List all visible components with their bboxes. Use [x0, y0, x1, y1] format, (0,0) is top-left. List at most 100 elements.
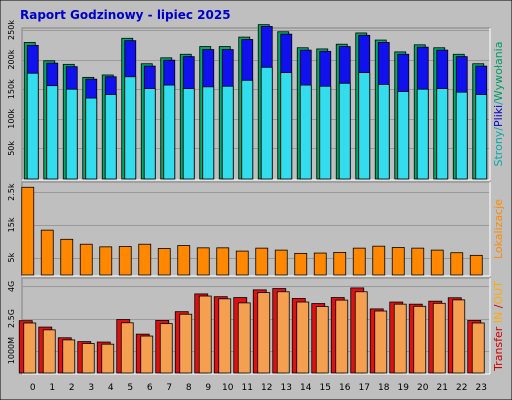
bar-transfer-out — [140, 335, 154, 374]
bar-transfer-out — [179, 313, 193, 374]
bar-transfer-out — [81, 343, 95, 374]
x-tick-label: 8 — [186, 383, 192, 393]
bar-transfer-out — [393, 303, 407, 374]
bar-pages-strony — [475, 94, 488, 180]
bar-pages-strony — [26, 72, 39, 180]
bar-transfer-out — [471, 322, 485, 374]
bar-pages-strony — [241, 79, 254, 180]
bar-pages-strony — [299, 84, 312, 180]
bar-transfer-out — [452, 299, 466, 374]
ylabel-part: OUT — [492, 281, 505, 305]
bar-pages-strony — [377, 84, 390, 180]
ylabel-part: / — [492, 304, 505, 311]
bar-pages-strony — [143, 88, 156, 180]
y-tick-label-transfer: 4G — [7, 281, 16, 292]
bar-transfer-out — [237, 302, 251, 374]
bar-transfer-out — [276, 291, 290, 374]
bar-visits-lokalizacje — [274, 249, 288, 276]
bar-pages-strony — [182, 88, 195, 180]
bar-visits-lokalizacje — [313, 252, 327, 276]
x-tick-label: 2 — [69, 383, 75, 393]
panel-frame-pages — [21, 27, 491, 181]
y-tick-label-pages: 100k — [7, 108, 16, 128]
bar-pages-strony — [436, 88, 449, 180]
bar-visits-lokalizacje — [157, 248, 171, 276]
bar-visits-lokalizacje — [450, 252, 464, 276]
bar-pages-strony — [104, 94, 117, 180]
x-tick-label: 7 — [166, 383, 172, 393]
x-tick-label: 21 — [437, 383, 448, 393]
bar-visits-lokalizacje — [196, 247, 210, 276]
x-tick-label: 14 — [300, 383, 312, 393]
bar-transfer-out — [23, 322, 37, 374]
ylabel-transfer: Transfer IN /OUT — [492, 281, 505, 372]
bar-pages-strony — [260, 66, 273, 180]
bar-pages-strony — [338, 82, 351, 180]
x-tick-label: 11 — [242, 383, 253, 393]
y-tick-label-visits: 5k — [7, 252, 16, 262]
y-tick-label-transfer: 1000M — [7, 337, 16, 364]
bar-visits-lokalizacje — [99, 246, 113, 276]
ylabel-visits: Lokalizacje — [492, 199, 505, 259]
bar-transfer-out — [296, 301, 310, 374]
bar-visits-lokalizacje — [255, 247, 269, 276]
bar-pages-strony — [163, 84, 176, 180]
x-tick-label: 10 — [222, 383, 234, 393]
y-tick-label-transfer: 2.5G — [7, 309, 16, 328]
bar-visits-lokalizacje — [333, 251, 347, 276]
bar-transfer-out — [335, 299, 349, 374]
ylabel-part: Strony — [492, 130, 505, 166]
ylabel-part: / — [492, 101, 505, 105]
x-tick-label: 17 — [359, 383, 370, 393]
x-tick-label: 12 — [261, 383, 272, 393]
ylabel-part: Lokalizacje — [492, 199, 505, 259]
bar-visits-lokalizacje — [430, 249, 444, 276]
bar-visits-lokalizacje — [40, 229, 54, 276]
bar-transfer-out — [413, 305, 427, 374]
ylabel-part: / — [492, 127, 505, 131]
x-tick-label: 18 — [378, 383, 390, 393]
ylabel-part: Wywołania — [492, 42, 505, 102]
bar-pages-strony — [455, 91, 468, 180]
ylabel-part: Transfer — [492, 326, 505, 372]
bar-visits-lokalizacje — [21, 186, 35, 276]
y-tick-label-visits: 2.5k — [7, 183, 16, 201]
bar-visits-lokalizacje — [352, 247, 366, 276]
bar-transfer-out — [120, 322, 134, 374]
bar-pages-strony — [202, 86, 215, 180]
x-tick-label: 6 — [147, 383, 153, 393]
bar-pages-strony — [124, 76, 137, 180]
bar-pages-strony — [397, 91, 410, 180]
y-tick-label-pages: 50k — [7, 141, 16, 156]
x-tick-label: 1 — [49, 383, 55, 393]
bar-visits-lokalizacje — [372, 245, 386, 276]
x-tick-label: 5 — [127, 383, 133, 393]
panel-pages: 50k100k150k200k250kStrony/Pliki/Wywołani… — [7, 20, 505, 181]
x-tick-label: 16 — [339, 383, 351, 393]
x-tick-label: 19 — [398, 383, 410, 393]
y-tick-label-pages: 150k — [7, 79, 16, 99]
bar-transfer-out — [315, 306, 329, 374]
bar-transfer-out — [62, 339, 76, 374]
bar-visits-lokalizacje — [118, 246, 132, 276]
panel-visits: 5k 15k 2.5k Lokalizacje — [7, 181, 505, 277]
bar-pages-strony — [85, 97, 98, 180]
x-tick-label: 23 — [476, 383, 487, 393]
bar-transfer-out — [42, 329, 56, 374]
bar-visits-lokalizacje — [469, 254, 483, 276]
ylabel-part: Pliki — [492, 105, 505, 127]
chart-panels: 50k100k150k200k250kStrony/Pliki/Wywołani… — [7, 20, 505, 375]
bar-transfer-out — [159, 323, 173, 374]
bar-visits-lokalizacje — [138, 243, 152, 276]
x-tick-label: 15 — [320, 383, 331, 393]
y-tick-label-visits: 15k — [7, 217, 16, 232]
x-tick-label: 3 — [88, 383, 94, 393]
bar-visits-lokalizacje — [79, 243, 93, 276]
bar-visits-lokalizacje — [391, 247, 405, 276]
bar-pages-strony — [319, 85, 332, 180]
x-tick-label: 9 — [205, 383, 211, 393]
panel-transfer: 1000M 2.5G 4G Transfer IN /OUT — [7, 277, 505, 375]
x-tick-label: 0 — [30, 383, 36, 393]
x-tick-label: 13 — [281, 383, 292, 393]
